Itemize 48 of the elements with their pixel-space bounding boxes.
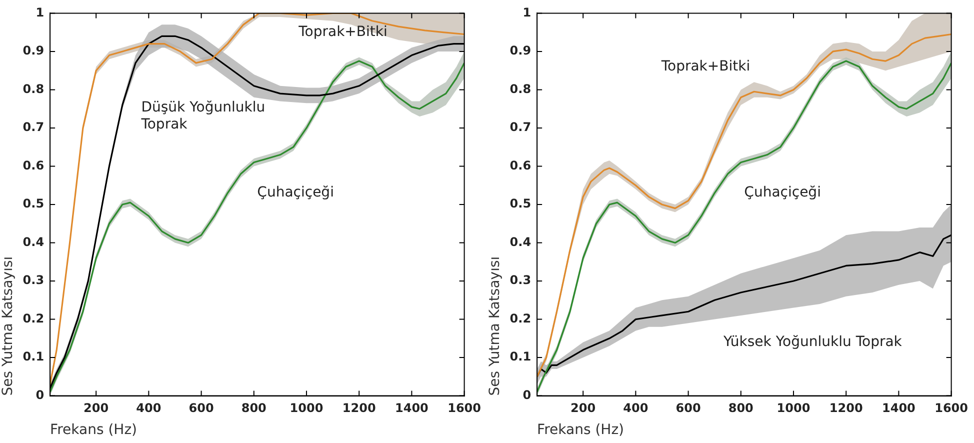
y-tick-label: 0.5 [510, 196, 532, 211]
y-tick-label: 0.1 [510, 350, 532, 364]
y-tick-label: 0.8 [22, 82, 44, 96]
annotation: Düşük Yoğunluklu Toprak [140, 100, 266, 133]
y-tick-label: 0.7 [22, 120, 44, 134]
y-tick-label: 0.2 [510, 311, 532, 326]
y-tick-label: 0 [522, 388, 532, 402]
x-tick-label: 800 [728, 401, 754, 416]
x-tick-label: 1000 [290, 401, 324, 416]
x-tick-label: 600 [676, 401, 701, 416]
x-tick-label: 1000 [776, 401, 810, 416]
y-tick-label: 0.5 [22, 196, 44, 211]
y-tick-label: 0.3 [22, 273, 44, 288]
y-tick-label: 0.9 [510, 44, 532, 58]
y-tick-label: 0.1 [22, 350, 44, 364]
y-tick-label: 0.2 [22, 311, 44, 326]
annotation: Yüksek Yoğunluklu Toprak [722, 334, 903, 350]
y-tick-label: 1 [522, 5, 532, 20]
x-tick-label: 200 [84, 401, 109, 416]
annotation: Çuhaçiçeği [744, 184, 821, 201]
y-tick-label: 0.6 [510, 158, 532, 172]
y-tick-label: 0.8 [510, 82, 532, 96]
x-tick-label: 1200 [829, 401, 863, 416]
x-axis-title: Frekans (Hz) [537, 422, 624, 438]
y-tick-label: 0.3 [510, 273, 532, 288]
y-tick-label: 0.6 [22, 158, 44, 172]
x-tick-label: 1200 [342, 401, 376, 416]
x-axis-title: Frekans (Hz) [50, 422, 138, 438]
x-tick-label: 800 [241, 401, 266, 416]
x-tick-label: 400 [623, 401, 648, 416]
y-tick-label: 0 [36, 388, 44, 402]
y-tick-label: 0.9 [22, 44, 44, 58]
y-axis-title: Ses Yutma Katsayısı [487, 256, 504, 396]
x-tick-label: 600 [188, 401, 214, 416]
annotation: Çuhaçiçeği [257, 184, 334, 201]
x-tick-label: 400 [136, 401, 162, 416]
x-tick-label: 1600 [934, 401, 968, 416]
y-tick-label: 0.4 [510, 234, 532, 249]
x-tick-label: 200 [570, 401, 596, 416]
x-tick-label: 1600 [448, 401, 482, 416]
y-tick-label: 1 [36, 5, 44, 20]
y-axis-title: Ses Yutma Katsayısı [0, 256, 16, 396]
annotation: Toprak+Bitki [298, 24, 388, 40]
y-tick-label: 0.7 [510, 120, 532, 134]
x-tick-label: 1400 [394, 401, 428, 416]
annotation: Toprak+Bitki [660, 58, 750, 74]
y-tick-label: 0.4 [22, 234, 44, 249]
x-tick-label: 1400 [882, 401, 916, 416]
